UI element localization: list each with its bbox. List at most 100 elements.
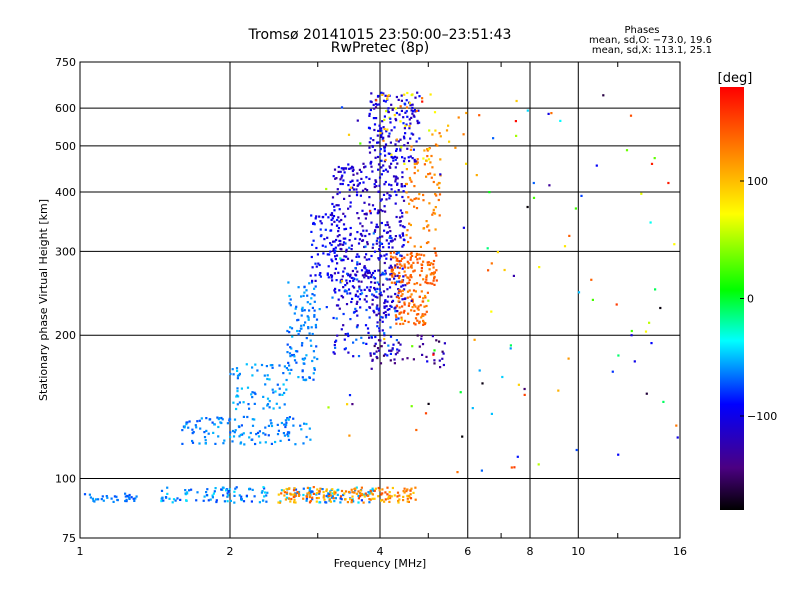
data-point [318,308,321,311]
data-point [339,170,342,173]
data-point [346,501,349,504]
data-point [397,140,400,143]
data-point [388,135,391,138]
data-point [300,308,304,311]
data-point [296,491,299,494]
data-point [362,229,365,232]
data-point [376,304,379,307]
data-point [246,386,250,389]
data-point [390,305,393,308]
data-point [385,253,388,256]
data-point [269,364,272,367]
data-point [478,114,481,117]
data-point [359,492,362,495]
data-point [390,495,393,498]
data-point [356,212,359,215]
data-point [343,492,346,495]
data-point [383,147,386,150]
data-point [125,498,128,501]
data-point [432,266,435,269]
data-point [290,497,293,501]
data-point [344,227,348,230]
data-point [394,353,397,356]
data-point [403,309,406,312]
data-point [393,494,396,497]
data-point [353,491,356,494]
data-point [368,316,371,319]
data-point [394,178,397,181]
data-point [262,499,265,502]
data-point [313,367,316,370]
data-point [332,497,335,500]
data-point [648,321,651,324]
data-point [411,345,414,348]
data-point [380,91,383,94]
data-point [417,109,420,112]
data-point [371,293,374,296]
data-point [383,183,386,186]
data-point [260,363,264,367]
data-point [517,383,520,386]
data-point [195,426,198,429]
data-point [368,271,372,274]
data-point [305,289,308,292]
data-point [375,313,378,316]
data-point [342,167,345,170]
data-point [346,403,349,406]
data-point [331,196,335,199]
data-point [319,220,322,223]
data-point [295,305,298,308]
data-point [382,92,385,95]
data-point [216,416,219,419]
data-point [306,301,309,304]
data-point [362,181,365,184]
data-point [337,230,340,233]
data-point [331,492,334,495]
data-point [309,438,312,441]
data-point [379,148,382,151]
data-point [166,486,169,489]
data-point [343,255,346,258]
data-point [404,103,407,106]
data-point [279,439,282,442]
data-point [381,271,384,274]
data-point [256,369,259,372]
data-point [369,100,372,103]
data-point [386,354,389,357]
data-point [330,212,334,215]
data-point [413,166,416,169]
data-point [274,440,277,444]
data-point [438,132,441,135]
data-point [369,212,372,215]
data-point [396,310,399,313]
data-point [457,116,460,119]
data-point [428,129,431,132]
data-point [421,313,424,316]
data-point [221,418,224,421]
data-point [394,143,397,146]
data-point [398,275,401,278]
data-point [374,179,377,182]
data-point [567,357,570,360]
data-point [373,107,376,110]
data-point [384,269,387,272]
data-point [408,302,411,305]
data-point [348,194,351,197]
data-point [422,278,425,281]
data-point [205,429,208,432]
data-point [344,498,347,501]
data-point [331,296,334,299]
data-point [377,211,380,214]
data-point [388,491,391,494]
data-point [406,497,409,500]
data-point [433,349,436,352]
data-point [394,306,397,309]
data-point [425,220,428,223]
data-point [288,487,291,490]
data-point [408,127,411,130]
data-point [227,494,230,497]
data-point [337,216,340,219]
data-point [161,496,164,499]
data-point [397,276,401,280]
data-point [383,341,386,344]
